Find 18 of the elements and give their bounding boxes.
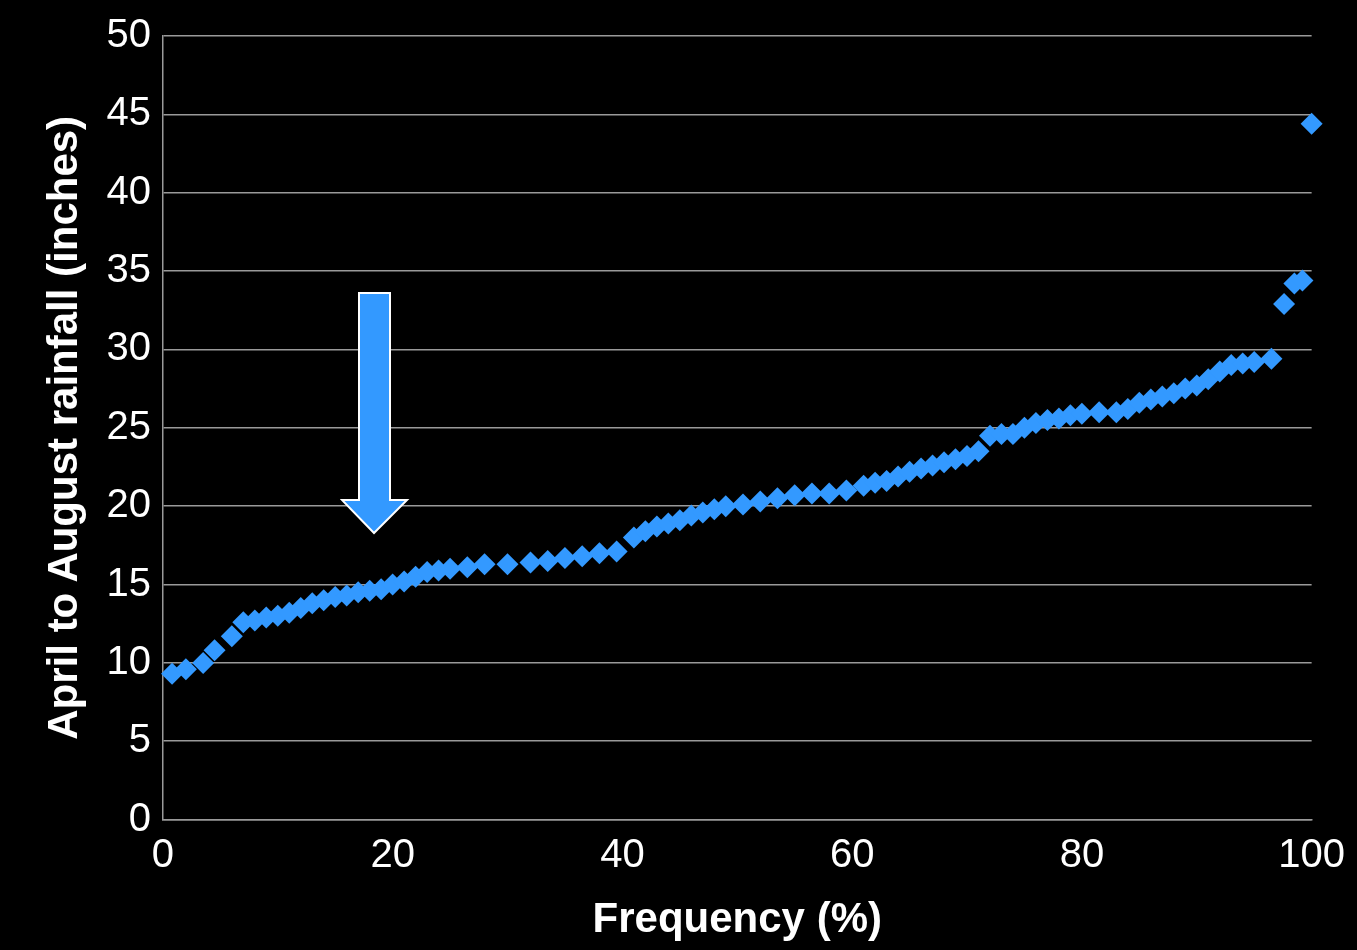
y-tick-label: 35 [106, 246, 151, 291]
y-tick-label: 45 [106, 89, 151, 134]
x-tick-label: 100 [1278, 830, 1346, 875]
x-tick-label: 40 [600, 830, 645, 875]
y-tick-label: 15 [106, 559, 151, 604]
y-tick-label: 30 [106, 324, 151, 369]
x-tick-label: 80 [1059, 830, 1105, 875]
y-tick-label: 50 [106, 11, 151, 56]
y-tick-label: 0 [128, 794, 151, 839]
y-tick-label: 5 [128, 716, 151, 761]
x-tick-label: 20 [370, 830, 415, 875]
y-tick-label: 20 [106, 481, 151, 526]
y-tick-label: 40 [106, 167, 151, 212]
x-axis-title: Frequency (%) [592, 894, 882, 942]
y-tick-label: 10 [106, 637, 151, 682]
x-tick-label: 60 [829, 830, 875, 875]
y-axis-title: April to August rainfall (inches) [38, 115, 86, 740]
y-tick-label: 25 [106, 402, 151, 447]
